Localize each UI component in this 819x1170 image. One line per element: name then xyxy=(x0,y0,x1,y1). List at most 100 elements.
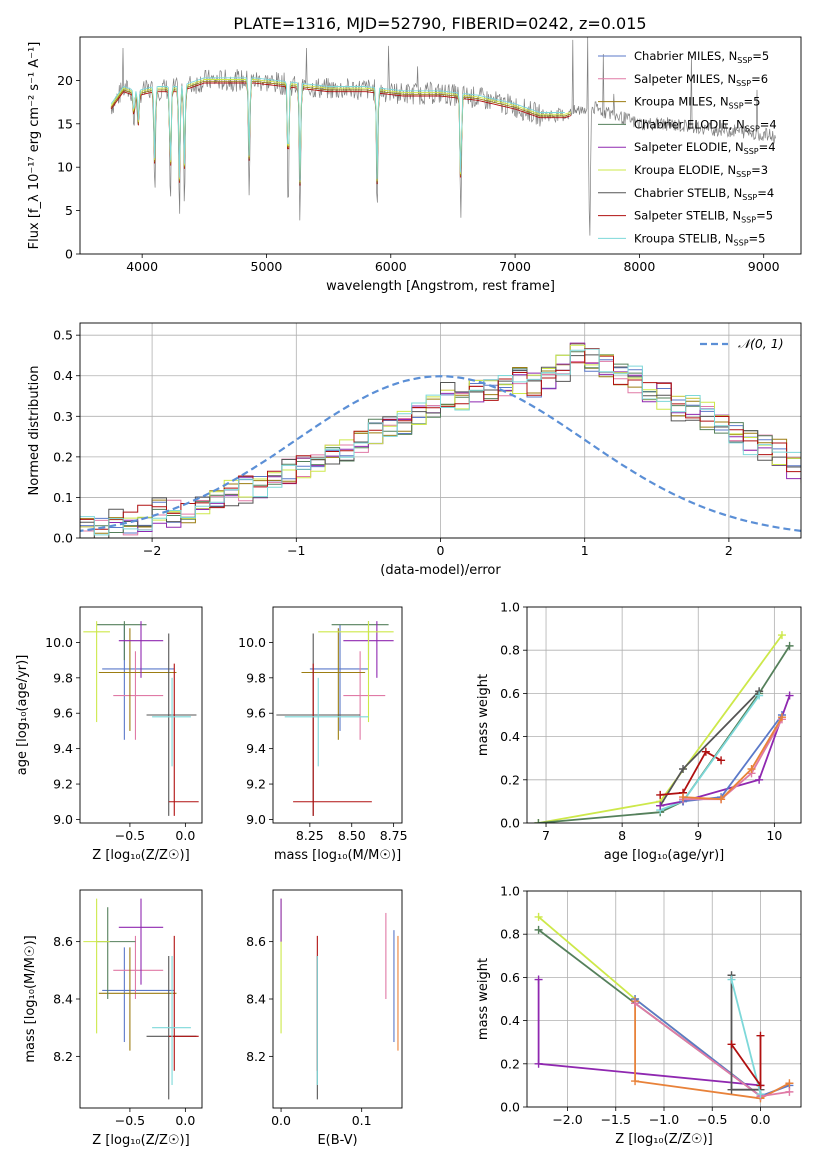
age-vs-metallicity-panel: −0.5 0.0 9.0 9.2 9.4 9.6 9.8 10.0 Z [log₁₀(Z/Z☉)… xyxy=(15,606,203,863)
x-axis-label: Z [log₁₀(Z/Z☉)] xyxy=(92,1133,189,1148)
plot-area xyxy=(276,621,394,816)
y-tick-label: 1.0 xyxy=(500,600,520,615)
legend-nssp-value: =5 xyxy=(749,231,766,245)
y-tick-label: 0.1 xyxy=(53,490,73,505)
histogram-series xyxy=(80,351,801,538)
plus-marker xyxy=(656,790,665,799)
legend-subscript: SSP xyxy=(742,193,757,202)
y-tick-label: 1.0 xyxy=(500,884,520,899)
histogram-series xyxy=(80,348,801,530)
y-tick-label: 8.4 xyxy=(246,992,266,1007)
x-tick-label: 8000 xyxy=(623,259,655,274)
plus-marker xyxy=(777,631,786,640)
y-tick-label: 8.6 xyxy=(246,934,266,949)
legend-label: Salpeter MILES, NSSP=6 xyxy=(634,72,768,88)
legend-subscript: SSP xyxy=(734,238,749,247)
y-tick-label: 0.2 xyxy=(500,1056,520,1071)
y-tick-label: 5 xyxy=(65,203,73,218)
legend-series-name: Chabrier MILES, N xyxy=(634,49,737,63)
plus-marker xyxy=(727,1085,736,1094)
y-tick-label: 9.4 xyxy=(53,741,73,756)
histogram-series xyxy=(80,344,801,538)
y-tick-label: 10.0 xyxy=(238,635,266,650)
plus-marker xyxy=(785,1087,794,1096)
legend-label: Kroupa STELIB, NSSP=5 xyxy=(634,231,765,247)
legend-subscript: SSP xyxy=(736,79,751,88)
plot-area xyxy=(280,898,399,1100)
plot-area xyxy=(80,342,801,538)
x-tick-label: 10 xyxy=(766,828,782,843)
legend-label: Kroupa ELODIE, NSSP=3 xyxy=(634,163,768,179)
mass-weight-series xyxy=(634,1001,790,1100)
axes-frame xyxy=(79,36,802,255)
legend-nssp-value: =5 xyxy=(752,49,769,63)
y-tick-label: 0.3 xyxy=(53,409,73,424)
y-tick-label: 0.4 xyxy=(500,729,520,744)
data-spectrum-line xyxy=(110,37,776,236)
y-tick-label: 0 xyxy=(65,247,73,262)
plus-marker xyxy=(534,819,543,823)
plus-marker xyxy=(631,999,640,1008)
histogram-series xyxy=(80,343,801,534)
mass-weight-series xyxy=(660,750,722,796)
plus-marker xyxy=(785,641,794,650)
plus-marker xyxy=(755,775,764,784)
y-tick-label: 0.8 xyxy=(500,927,520,942)
axes-frame xyxy=(272,889,403,1109)
y-tick-label: 0.2 xyxy=(53,449,73,464)
legend-label: Salpeter STELIB, NSSP=5 xyxy=(634,209,773,225)
y-tick-label: 0.2 xyxy=(500,772,520,787)
legend-series-name: Chabrier ELODIE, N xyxy=(634,117,745,131)
x-axis-label: E(B-V) xyxy=(317,1133,357,1148)
legend-nssp-value: =5 xyxy=(756,209,773,223)
normal-distribution-curve xyxy=(80,375,801,533)
y-tick-label: 8.2 xyxy=(53,1049,73,1064)
mass-vs-extinction-panel: 0.0 0.1 8.2 8.4 8.6 E(B-V) xyxy=(246,889,403,1148)
plus-marker xyxy=(701,747,710,756)
plot-area xyxy=(534,912,794,1103)
x-tick-label: −1.0 xyxy=(649,1112,679,1127)
legend-series-name: Salpeter MILES, N xyxy=(634,72,736,86)
legend-nssp-value: =4 xyxy=(757,186,774,200)
model-fit-line xyxy=(110,80,572,184)
legend-label: Chabrier ELODIE, NSSP=4 xyxy=(634,117,777,133)
legend-series-name: Salpeter STELIB, N xyxy=(634,209,741,223)
x-tick-label: 8 xyxy=(618,828,626,843)
legend-label: Kroupa MILES, NSSP=5 xyxy=(634,95,760,111)
y-axis-label: age [log₁₀(age/yr)] xyxy=(15,655,30,776)
y-tick-label: 9.0 xyxy=(246,812,266,827)
y-tick-label: 0.4 xyxy=(53,368,73,383)
y-tick-label: 10.0 xyxy=(45,635,73,650)
plus-marker xyxy=(785,1079,794,1088)
mass-weight-series xyxy=(682,716,783,801)
x-tick-label: 8.50 xyxy=(338,828,366,843)
plus-marker xyxy=(785,691,794,700)
axes-frame xyxy=(526,606,802,824)
mass-weight-vs-age-panel: 7 8 9 10 0.0 0.2 0.4 0.6 0.8 1.0 age [log₁₀(age/yr… xyxy=(476,600,802,863)
plus-marker xyxy=(747,765,756,773)
y-tick-label: 0.0 xyxy=(500,816,520,831)
y-axis-label: mass weight xyxy=(476,674,491,756)
plot-area xyxy=(83,898,199,1100)
x-axis-label: Z [log₁₀(Z/Z☉)] xyxy=(92,848,189,863)
legend-series-name: Kroupa ELODIE, N xyxy=(634,163,736,177)
model-fit-line xyxy=(110,79,572,183)
y-tick-label: 9.0 xyxy=(53,812,73,827)
x-tick-label: −1.5 xyxy=(601,1112,631,1127)
legend-nssp-value: =4 xyxy=(759,140,776,154)
x-axis-label: Z [log₁₀(Z/Z☉)] xyxy=(615,1132,712,1147)
axes-frame xyxy=(272,606,403,824)
legend-label: 𝒩(0, 1) xyxy=(738,336,784,351)
y-tick-label: 9.8 xyxy=(53,670,73,685)
plus-marker xyxy=(755,691,764,700)
plus-marker xyxy=(631,1077,640,1086)
x-tick-label: 0.0 xyxy=(175,828,195,843)
x-tick-label: 8.25 xyxy=(296,828,324,843)
mass-weight-series xyxy=(683,718,783,801)
histogram-series xyxy=(80,360,801,536)
x-tick-label: −2.0 xyxy=(552,1112,582,1127)
axes-frame xyxy=(79,606,203,824)
histogram-series xyxy=(80,354,801,538)
model-fit-line xyxy=(110,77,565,181)
